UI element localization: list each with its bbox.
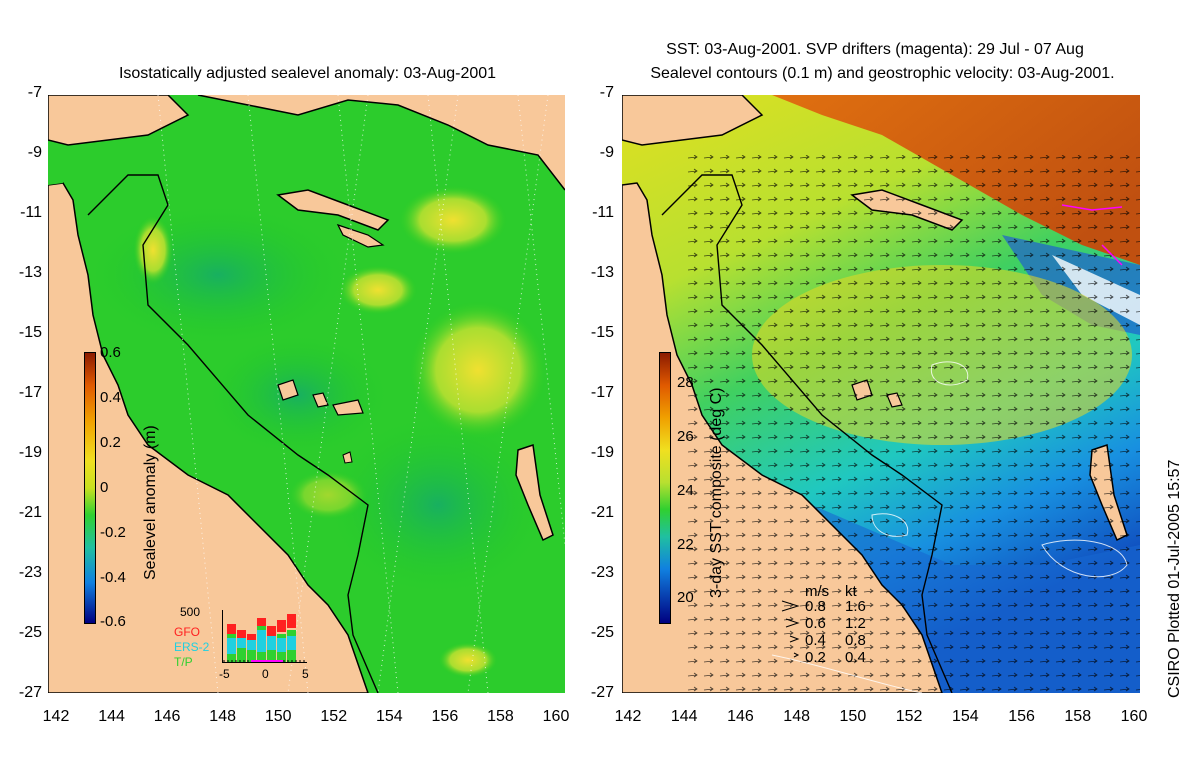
left-lat-tick: -9 xyxy=(27,144,42,161)
right-lon-tick: 154 xyxy=(951,708,979,725)
right-lon-tick: 142 xyxy=(614,708,642,725)
right-lat-tick: -19 xyxy=(590,444,614,461)
histogram-xtick: 0 xyxy=(262,667,269,681)
sealevel-cbar-tick: 0.4 xyxy=(100,389,121,406)
sealevel-colorbar-label: Sealevel anomaly (m) xyxy=(142,425,159,580)
right-lat-tick: -9 xyxy=(599,144,614,161)
left-lon-tick: 150 xyxy=(264,708,292,725)
sealevel-anomaly-map[interactable] xyxy=(48,95,565,693)
left-lon-tick: 144 xyxy=(98,708,125,725)
histogram-bars xyxy=(223,614,307,662)
left-lon-tick: 152 xyxy=(320,708,348,725)
left-lon-tick: 142 xyxy=(42,708,70,725)
velocity-legend-kt: 1.6 xyxy=(845,598,866,615)
right-lon-tick: 152 xyxy=(895,708,923,725)
right-map-title-line2: Sealevel contours (0.1 m) and geostrophi… xyxy=(650,65,1115,82)
histogram-ymax: 500 xyxy=(180,605,201,619)
sealevel-cbar-tick: 0.2 xyxy=(100,434,121,451)
sealevel-cbar-tick: 0.6 xyxy=(100,344,121,361)
left-lat-tick: -7 xyxy=(27,84,42,101)
right-lon-tick: 148 xyxy=(783,708,810,725)
left-lon-tick: 158 xyxy=(487,708,514,725)
left-lon-tick: 154 xyxy=(375,708,403,725)
right-lat-tick: -11 xyxy=(592,204,614,221)
sealevel-colorbar xyxy=(84,352,96,624)
sst-colorbar-label: 3-day SST composite (deg C) xyxy=(708,387,725,598)
velocity-legend-header-kt: kt xyxy=(845,583,857,600)
velocity-legend-kt: 1.2 xyxy=(845,615,866,632)
right-map-title-line1: SST: 03-Aug-2001. SVP drifters (magenta)… xyxy=(666,41,1084,58)
csiro-plot-stamp: CSIRO Plotted 01-Jul-2005 15:57 xyxy=(1166,459,1183,698)
left-lat-tick: -13 xyxy=(18,264,42,281)
sst-cbar-tick: 22 xyxy=(677,536,694,553)
sat-ers2: ERS-2 xyxy=(174,640,210,654)
sst-colorbar xyxy=(659,352,671,624)
right-lat-tick: -27 xyxy=(590,684,614,701)
right-lat-tick: -21 xyxy=(590,504,614,521)
left-lat-tick: -17 xyxy=(18,384,42,401)
sst-cbar-tick: 26 xyxy=(677,428,694,445)
sealevel-cbar-tick: -0.6 xyxy=(100,613,126,630)
right-lon-tick: 146 xyxy=(727,708,754,725)
velocity-legend-ms: 0.2 xyxy=(805,649,826,666)
sst-cbar-tick: 28 xyxy=(677,374,694,391)
sst-cbar-tick: 24 xyxy=(677,482,694,499)
histogram-xtick: 5 xyxy=(302,667,309,681)
left-lat-tick: -25 xyxy=(18,624,42,641)
left-lat-tick: -23 xyxy=(18,564,42,581)
right-lon-tick: 156 xyxy=(1008,708,1035,725)
right-lon-tick: 160 xyxy=(1120,708,1148,725)
right-lon-tick: 150 xyxy=(839,708,867,725)
left-lat-tick: -11 xyxy=(20,204,42,221)
sat-gfo: GFO xyxy=(174,625,200,639)
histogram-xtick: -5 xyxy=(219,667,230,681)
velocity-legend-arrows xyxy=(781,600,800,658)
right-lon-tick: 144 xyxy=(670,708,698,725)
velocity-legend-ms: 0.4 xyxy=(805,632,826,649)
satellite-histogram xyxy=(222,610,307,663)
right-lat-tick: -13 xyxy=(590,264,614,281)
sst-map-graphic xyxy=(622,95,1140,693)
left-lon-tick: 146 xyxy=(153,708,181,725)
sealevel-cbar-tick: -0.4 xyxy=(100,569,126,586)
right-lat-tick: -23 xyxy=(590,564,614,581)
velocity-legend-ms: 0.8 xyxy=(805,598,826,615)
velocity-legend-header-ms: m/s xyxy=(805,583,830,600)
right-lat-tick: -15 xyxy=(590,324,614,341)
right-lat-tick: -17 xyxy=(590,384,614,401)
velocity-legend-ms: 0.6 xyxy=(805,615,826,632)
left-lat-tick: -15 xyxy=(18,324,42,341)
velocity-legend-kt: 0.4 xyxy=(845,649,866,666)
right-lat-tick: -7 xyxy=(599,84,614,101)
sealevel-map-graphic xyxy=(48,95,565,693)
velocity-legend-kt: 0.8 xyxy=(845,632,866,649)
left-lon-tick: 160 xyxy=(542,708,570,725)
left-lat-tick: -27 xyxy=(18,684,42,701)
sst-cbar-tick: 20 xyxy=(677,589,694,606)
sst-map[interactable] xyxy=(622,95,1140,693)
sealevel-cbar-tick: 0 xyxy=(100,479,109,496)
left-lat-tick: -21 xyxy=(18,504,42,521)
right-lon-tick: 158 xyxy=(1064,708,1092,725)
sealevel-cbar-tick: -0.2 xyxy=(100,524,126,541)
left-map-title: Isostatically adjusted sealevel anomaly:… xyxy=(118,65,497,82)
left-lon-tick: 148 xyxy=(209,708,236,725)
left-lon-tick: 156 xyxy=(431,708,459,725)
sat-tp: T/P xyxy=(174,655,193,669)
right-lat-tick: -25 xyxy=(590,624,614,641)
left-lat-tick: -19 xyxy=(18,444,42,461)
